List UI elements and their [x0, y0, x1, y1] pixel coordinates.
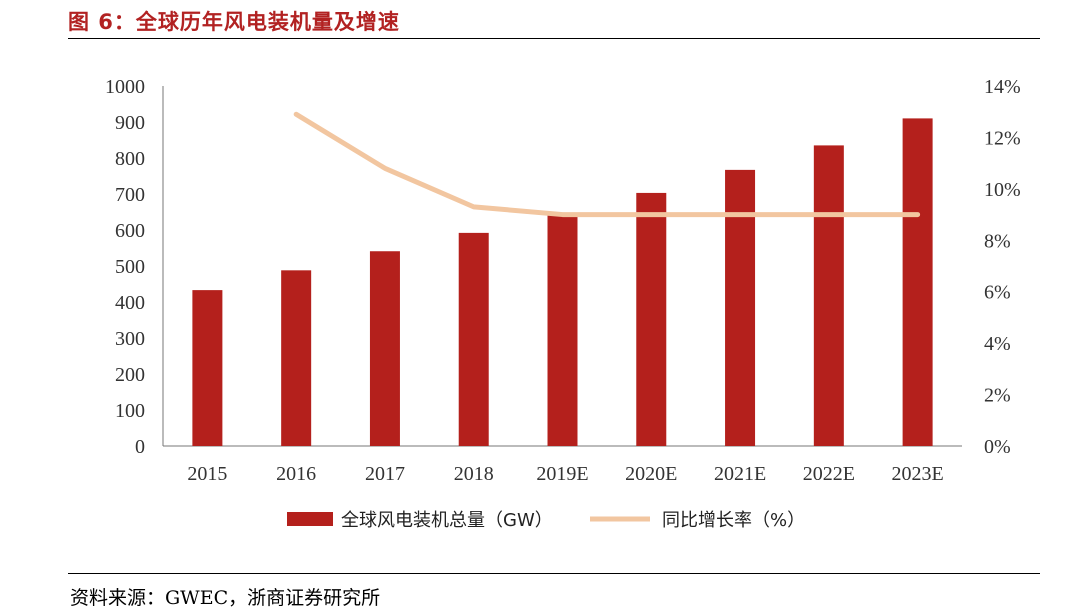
page-title: 图 6：全球历年风电装机量及增速 [68, 10, 400, 34]
growth-rate-line [293, 111, 921, 218]
line-series [293, 111, 921, 218]
bar-series [192, 118, 933, 447]
left-tick-label: 200 [115, 364, 145, 386]
bar-2023E [902, 118, 933, 447]
bar-2016 [281, 270, 312, 446]
bar-2019E [547, 213, 578, 446]
left-tick-label: 100 [115, 400, 145, 422]
x-tick-label: 2023E [892, 463, 944, 485]
left-tick-label: 1000 [105, 76, 145, 98]
right-tick-label: 10% [984, 179, 1021, 201]
legend-bar-swatch [287, 512, 333, 526]
x-tick-label: 2017 [365, 463, 405, 485]
x-tick-label: 2021E [714, 463, 766, 485]
left-tick-label: 0 [135, 436, 145, 458]
chart: 0 100 200 300 400 500 600 700 800 900 1000 0% 2% 4% 6%… [105, 76, 1021, 531]
bar-2017 [369, 251, 400, 446]
left-tick-label: 900 [115, 112, 145, 134]
bar-2022E [813, 145, 844, 446]
bar-2021E [725, 169, 756, 446]
legend-bar-label: 全球风电装机总量（GW） [341, 510, 553, 531]
left-tick-label: 400 [115, 292, 145, 314]
left-tick-label: 600 [115, 220, 145, 242]
right-tick-label: 12% [984, 127, 1021, 149]
x-tick-label: 2018 [454, 463, 494, 485]
right-tick-label: 14% [984, 76, 1021, 98]
bar-2015 [192, 290, 223, 446]
right-tick-label: 0% [984, 436, 1011, 458]
footer-divider [68, 573, 1040, 574]
right-tick-label: 6% [984, 282, 1011, 304]
tick-labels: 0 100 200 300 400 500 600 700 800 900 1000 0% 2% 4% 6%… [105, 76, 1021, 485]
x-tick-label: 2019E [536, 463, 588, 485]
bar-2018 [458, 232, 489, 446]
left-tick-label: 700 [115, 184, 145, 206]
legend: 全球风电装机总量（GW） 同比增长率（%） [287, 510, 805, 531]
title-divider [68, 38, 1040, 39]
x-tick-label: 2015 [187, 463, 227, 485]
left-tick-label: 300 [115, 328, 145, 350]
x-tick-label: 2016 [276, 463, 316, 485]
left-tick-label: 500 [115, 256, 145, 278]
left-tick-label: 800 [115, 148, 145, 170]
source-note: 资料来源：GWEC，浙商证券研究所 [70, 587, 381, 609]
x-tick-label: 2020E [625, 463, 677, 485]
x-tick-label: 2022E [803, 463, 855, 485]
right-tick-label: 8% [984, 230, 1011, 252]
right-tick-label: 2% [984, 385, 1011, 407]
right-tick-label: 4% [984, 333, 1011, 355]
legend-line-label: 同比增长率（%） [662, 510, 805, 531]
bar-2020E [636, 192, 667, 446]
